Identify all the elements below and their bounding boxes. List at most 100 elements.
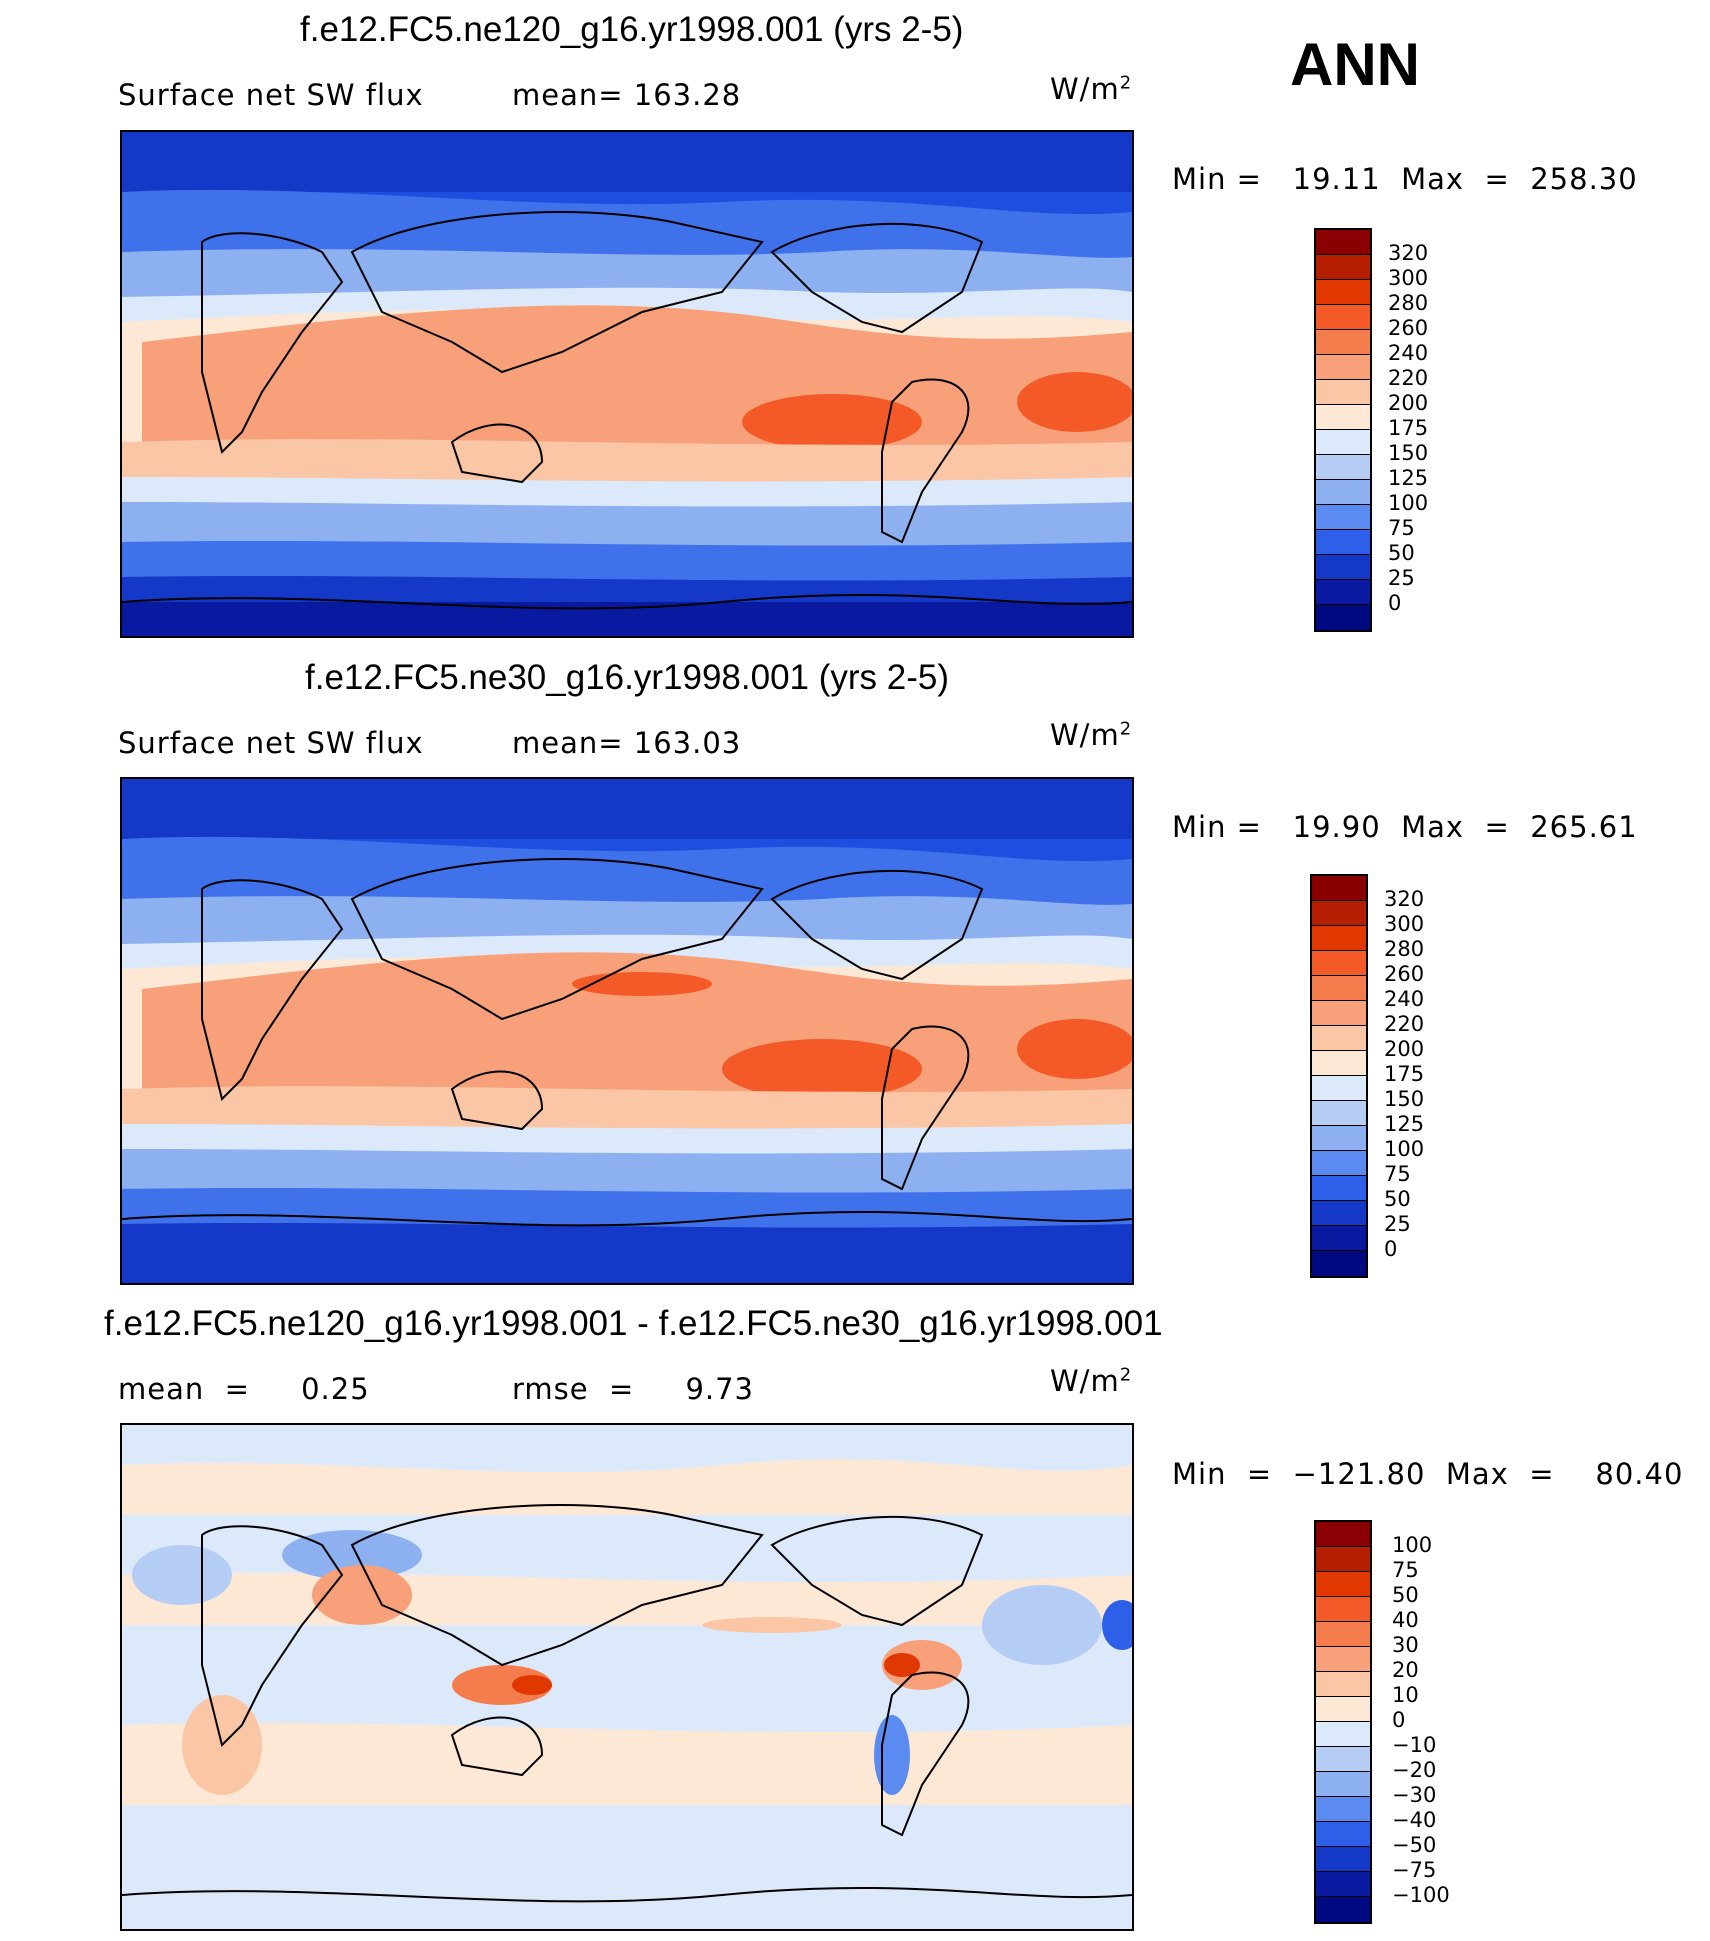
colorbar-tick-label: 0 [1388,591,1402,615]
panel-3-mean-label: mean = 0.25 [118,1372,370,1406]
colorbar-tick-label: 0 [1384,1237,1398,1261]
panel-3-colorbar-swatch [1316,1622,1370,1647]
panel-2-colorbar-swatch [1312,926,1366,951]
colorbar-tick-label: 175 [1388,416,1429,440]
panel-3-colorbar [1314,1520,1372,1924]
panel-2-colorbar-swatch [1312,1251,1366,1276]
colorbar-tick-label: 220 [1384,1012,1425,1036]
colorbar-tick-label: 220 [1388,366,1429,390]
panel-3-colorbar-swatch [1316,1797,1370,1822]
colorbar-tick-label: 175 [1384,1062,1425,1086]
panel-1-colorbar-swatch [1316,580,1370,605]
panel-2-colorbar-swatch [1312,951,1366,976]
colorbar-tick-label: −20 [1392,1758,1437,1782]
panel-1-units: W/m2 [1050,72,1132,106]
panel-1-colorbar-swatch [1316,480,1370,505]
colorbar-tick-label: 200 [1388,391,1429,415]
panel-2-colorbar-swatch [1312,1226,1366,1251]
colorbar-tick-label: 10 [1392,1683,1419,1707]
colorbar-tick-label: 25 [1388,566,1415,590]
panel-2-units: W/m2 [1050,718,1132,752]
colorbar-tick-label: 280 [1388,291,1429,315]
panel-3-map [120,1423,1134,1931]
panel-2-units-base: W/m [1050,718,1120,752]
panel-1-colorbar-swatch [1316,255,1370,280]
panel-3-colorbar-swatch [1316,1897,1370,1922]
colorbar-tick-label: −30 [1392,1783,1437,1807]
colorbar-tick-label: 150 [1384,1087,1425,1111]
colorbar-tick-label: 50 [1388,541,1415,565]
panel-3-units-exp: 2 [1119,1364,1133,1386]
colorbar-tick-label: 200 [1384,1037,1425,1061]
panel-1-colorbar-swatch [1316,605,1370,630]
colorbar-tick-label: 320 [1384,887,1425,911]
panel-1-colorbar-swatch [1316,455,1370,480]
panel-2-variable-label: Surface net SW flux [118,726,424,760]
colorbar-tick-label: 75 [1388,516,1415,540]
panel-1-colorbar [1314,228,1372,632]
colorbar-tick-label: 25 [1384,1212,1411,1236]
panel-3-units-base: W/m [1050,1364,1120,1398]
colorbar-tick-label: 300 [1388,266,1429,290]
panel-1-colorbar-swatch [1316,430,1370,455]
colorbar-tick-label: 260 [1384,962,1425,986]
panel-3-colorbar-swatch [1316,1772,1370,1797]
panel-3-colorbar-swatch [1316,1847,1370,1872]
panel-2-colorbar-swatch [1312,1176,1366,1201]
panel-3-colorbar-swatch [1316,1647,1370,1672]
panel-2-colorbar-swatch [1312,1076,1366,1101]
panel-3-colorbar-swatch [1316,1697,1370,1722]
panel-3-units: W/m2 [1050,1364,1132,1398]
panel-2-colorbar-swatch [1312,976,1366,1001]
panel-2-colorbar-swatch [1312,1126,1366,1151]
colorbar-tick-label: 50 [1392,1583,1419,1607]
panel-1-colorbar-labels: 320 300 280 260 240 220 200 175 150 125 … [1388,241,1428,616]
panel-2-colorbar-swatch [1312,1051,1366,1076]
panel-1-mean-label: mean= 163.28 [512,78,742,112]
colorbar-tick-label: −50 [1392,1833,1437,1857]
panel-1-units-base: W/m [1050,72,1120,106]
panel-3-colorbar-labels: 100 75 50 40 30 20 10 0 −10 −20 −30 −40 … [1392,1533,1450,1908]
colorbar-tick-label: 260 [1388,316,1429,340]
panel-1-colorbar-swatch [1316,330,1370,355]
season-label: ANN [1290,31,1420,98]
panel-1-colorbar-swatch [1316,405,1370,430]
panel-3-colorbar-swatch [1316,1522,1370,1547]
panel-2-colorbar-swatch [1312,1201,1366,1226]
panel-2-map [120,777,1134,1285]
panel-3-rmse-label: rmse = 9.73 [512,1372,755,1406]
colorbar-tick-label: 300 [1384,912,1425,936]
panel-2-colorbar-labels: 320 300 280 260 240 220 200 175 150 125 … [1384,887,1424,1262]
panel-2-colorbar [1310,874,1368,1278]
panel-1-colorbar-swatch [1316,380,1370,405]
panel-1-colorbar-swatch [1316,355,1370,380]
panel-2-title: f.e12.FC5.ne30_g16.yr1998.001 (yrs 2-5) [305,658,949,697]
colorbar-tick-label: −75 [1392,1858,1437,1882]
panel-3-colorbar-swatch [1316,1747,1370,1772]
colorbar-tick-label: 50 [1384,1187,1411,1211]
panel-2-colorbar-swatch [1312,876,1366,901]
panel-2-mean-label: mean= 163.03 [512,726,742,760]
colorbar-tick-label: 280 [1384,937,1425,961]
panel-1-variable-label: Surface net SW flux [118,78,424,112]
panel-2-colorbar-swatch [1312,1151,1366,1176]
colorbar-tick-label: 125 [1384,1112,1425,1136]
colorbar-tick-label: 125 [1388,466,1429,490]
panel-1-colorbar-swatch [1316,505,1370,530]
panel-2-colorbar-swatch [1312,901,1366,926]
colorbar-tick-label: 100 [1392,1533,1433,1557]
colorbar-tick-label: −40 [1392,1808,1437,1832]
colorbar-tick-label: 75 [1392,1558,1419,1582]
panel-1-colorbar-swatch [1316,530,1370,555]
colorbar-tick-label: 40 [1392,1608,1419,1632]
colorbar-tick-label: −10 [1392,1733,1437,1757]
colorbar-tick-label: −100 [1392,1883,1450,1907]
colorbar-tick-label: 20 [1392,1658,1419,1682]
panel-1-colorbar-swatch [1316,230,1370,255]
panel-3-colorbar-swatch [1316,1722,1370,1747]
panel-3-colorbar-swatch [1316,1672,1370,1697]
panel-1-units-exp: 2 [1119,72,1133,94]
panel-1-colorbar-swatch [1316,555,1370,580]
panel-3-title: f.e12.FC5.ne120_g16.yr1998.001 - f.e12.F… [104,1304,1163,1343]
colorbar-tick-label: 100 [1384,1137,1425,1161]
